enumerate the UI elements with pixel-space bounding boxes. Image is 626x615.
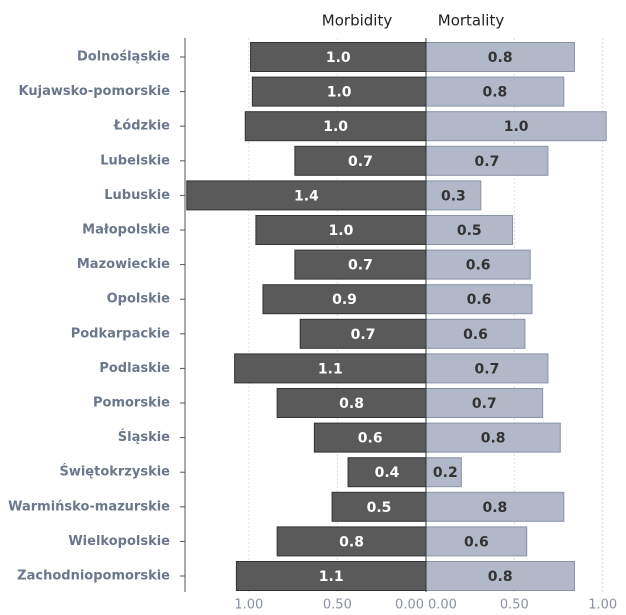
value-label: 0.8: [488, 569, 513, 585]
value-label: 1.0: [326, 50, 351, 66]
category-label: Podkarpackie: [71, 326, 170, 341]
value-label: 0.7: [475, 154, 500, 170]
bar: [276, 388, 427, 418]
bar: [331, 491, 427, 522]
value-label: 0.8: [339, 534, 364, 550]
bar: [425, 457, 462, 488]
value-label: 0.6: [463, 327, 488, 343]
value-label: 1.4: [294, 188, 319, 204]
panel-title: Mortality: [438, 12, 505, 30]
bar: [251, 76, 427, 107]
value-label: 0.7: [475, 361, 500, 377]
value-label: 0.5: [457, 223, 482, 239]
value-label: 0.8: [483, 85, 508, 101]
bar: [425, 526, 528, 557]
bar: [250, 42, 427, 72]
category-label: Śląskie: [118, 429, 170, 445]
value-label: 1.0: [504, 119, 529, 135]
value-label: 0.6: [467, 292, 492, 308]
bar: [425, 491, 565, 522]
category-label: Warmińsko-mazurskie: [8, 499, 170, 514]
bar: [425, 353, 549, 384]
x-tick-label: 0.00: [395, 598, 424, 613]
value-label: 0.3: [441, 188, 466, 204]
category-label: Lubuskie: [104, 188, 170, 203]
value-label: 0.7: [351, 327, 376, 343]
value-label: 1.0: [329, 223, 354, 239]
bar: [425, 145, 549, 176]
value-label: 1.1: [318, 361, 343, 377]
bar: [425, 318, 526, 349]
bar: [425, 180, 482, 211]
bar: [347, 457, 427, 488]
value-label: 0.7: [348, 154, 373, 170]
value-label: 0.4: [375, 465, 400, 481]
value-label: 0.7: [472, 396, 497, 412]
value-label: 0.2: [433, 465, 458, 481]
bar: [425, 284, 533, 315]
category-label: Kujawsko-pomorskie: [19, 84, 171, 99]
bar: [425, 215, 514, 245]
bar: [425, 42, 575, 72]
bar: [425, 76, 565, 107]
value-label: 0.6: [358, 431, 383, 447]
bar: [294, 145, 427, 176]
category-label: Łódzkie: [113, 119, 170, 134]
panel-title: Morbidity: [322, 12, 393, 30]
category-label: Podlaskie: [99, 361, 170, 376]
x-tick-label: 0.00: [428, 598, 457, 613]
value-label: 0.8: [483, 500, 508, 516]
bar: [262, 284, 427, 315]
category-label: Świętokrzyskie: [59, 464, 170, 480]
bar: [235, 561, 427, 591]
bar: [255, 215, 427, 245]
bar: [425, 422, 561, 453]
x-tick-label: 0.50: [323, 598, 352, 613]
value-label: 0.5: [367, 500, 392, 516]
bar: [425, 388, 544, 418]
value-label: 0.6: [464, 534, 489, 550]
x-tick-label: 1.00: [234, 598, 263, 613]
bar: [244, 111, 427, 142]
bar: [186, 180, 427, 211]
category-label: Pomorskie: [93, 396, 170, 411]
value-label: 0.8: [488, 50, 513, 66]
category-label: Opolskie: [107, 292, 171, 307]
category-label: Lubelskie: [100, 153, 170, 168]
value-label: 0.7: [348, 258, 373, 274]
category-label: Mazowieckie: [77, 257, 170, 272]
x-tick-label: 0.50: [500, 598, 529, 613]
category-label: Dolnośląskie: [77, 50, 170, 65]
value-label: 1.0: [323, 119, 348, 135]
value-label: 1.0: [327, 85, 352, 101]
bar: [299, 318, 427, 349]
category-label: Małopolskie: [82, 223, 170, 238]
bar: [313, 422, 427, 453]
x-tick-label: 1.00: [588, 598, 617, 613]
bar: [234, 353, 427, 384]
value-label: 0.8: [339, 396, 364, 412]
category-label: Zachodniopomorskie: [17, 569, 170, 584]
value-label: 0.8: [481, 431, 506, 447]
value-label: 1.1: [319, 569, 344, 585]
category-label: Wielkopolskie: [68, 534, 170, 549]
bar: [276, 526, 427, 557]
bar: [425, 111, 607, 142]
value-label: 0.9: [332, 292, 357, 308]
value-label: 0.6: [466, 258, 491, 274]
